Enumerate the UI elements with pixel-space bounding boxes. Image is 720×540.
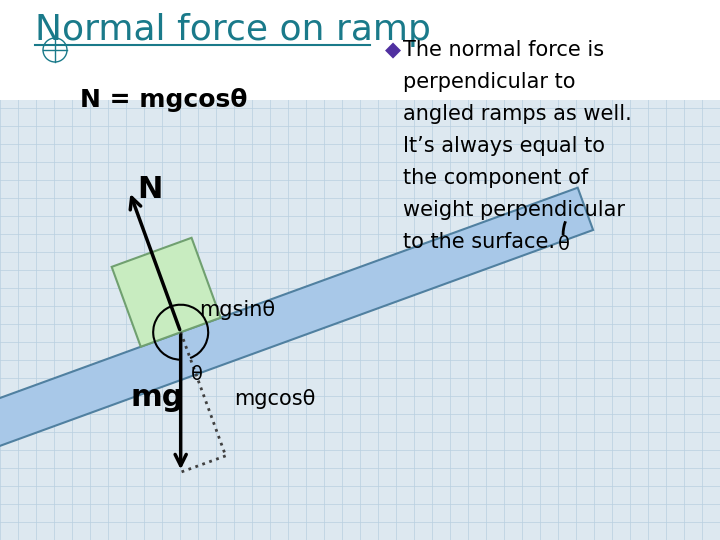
Text: θ: θ bbox=[558, 235, 570, 254]
Text: θ: θ bbox=[191, 364, 203, 384]
Bar bbox=[0, 0, 720, 100]
Text: N: N bbox=[138, 175, 163, 204]
Text: ◆: ◆ bbox=[385, 40, 401, 60]
Text: N = mgcosθ: N = mgcosθ bbox=[80, 88, 248, 112]
Text: Normal force on ramp: Normal force on ramp bbox=[35, 13, 431, 47]
Text: perpendicular to: perpendicular to bbox=[403, 72, 575, 92]
Text: mgcosθ: mgcosθ bbox=[234, 389, 315, 409]
Text: The normal force is: The normal force is bbox=[403, 40, 604, 60]
Text: mgsinθ: mgsinθ bbox=[199, 300, 275, 320]
Text: It’s always equal to: It’s always equal to bbox=[403, 136, 605, 156]
Text: weight perpendicular: weight perpendicular bbox=[403, 200, 625, 220]
Text: angled ramps as well.: angled ramps as well. bbox=[403, 104, 631, 124]
Polygon shape bbox=[0, 188, 593, 453]
Polygon shape bbox=[112, 238, 220, 347]
Text: to the surface.: to the surface. bbox=[403, 232, 555, 252]
Text: mg: mg bbox=[131, 383, 184, 411]
Text: the component of: the component of bbox=[403, 168, 588, 188]
